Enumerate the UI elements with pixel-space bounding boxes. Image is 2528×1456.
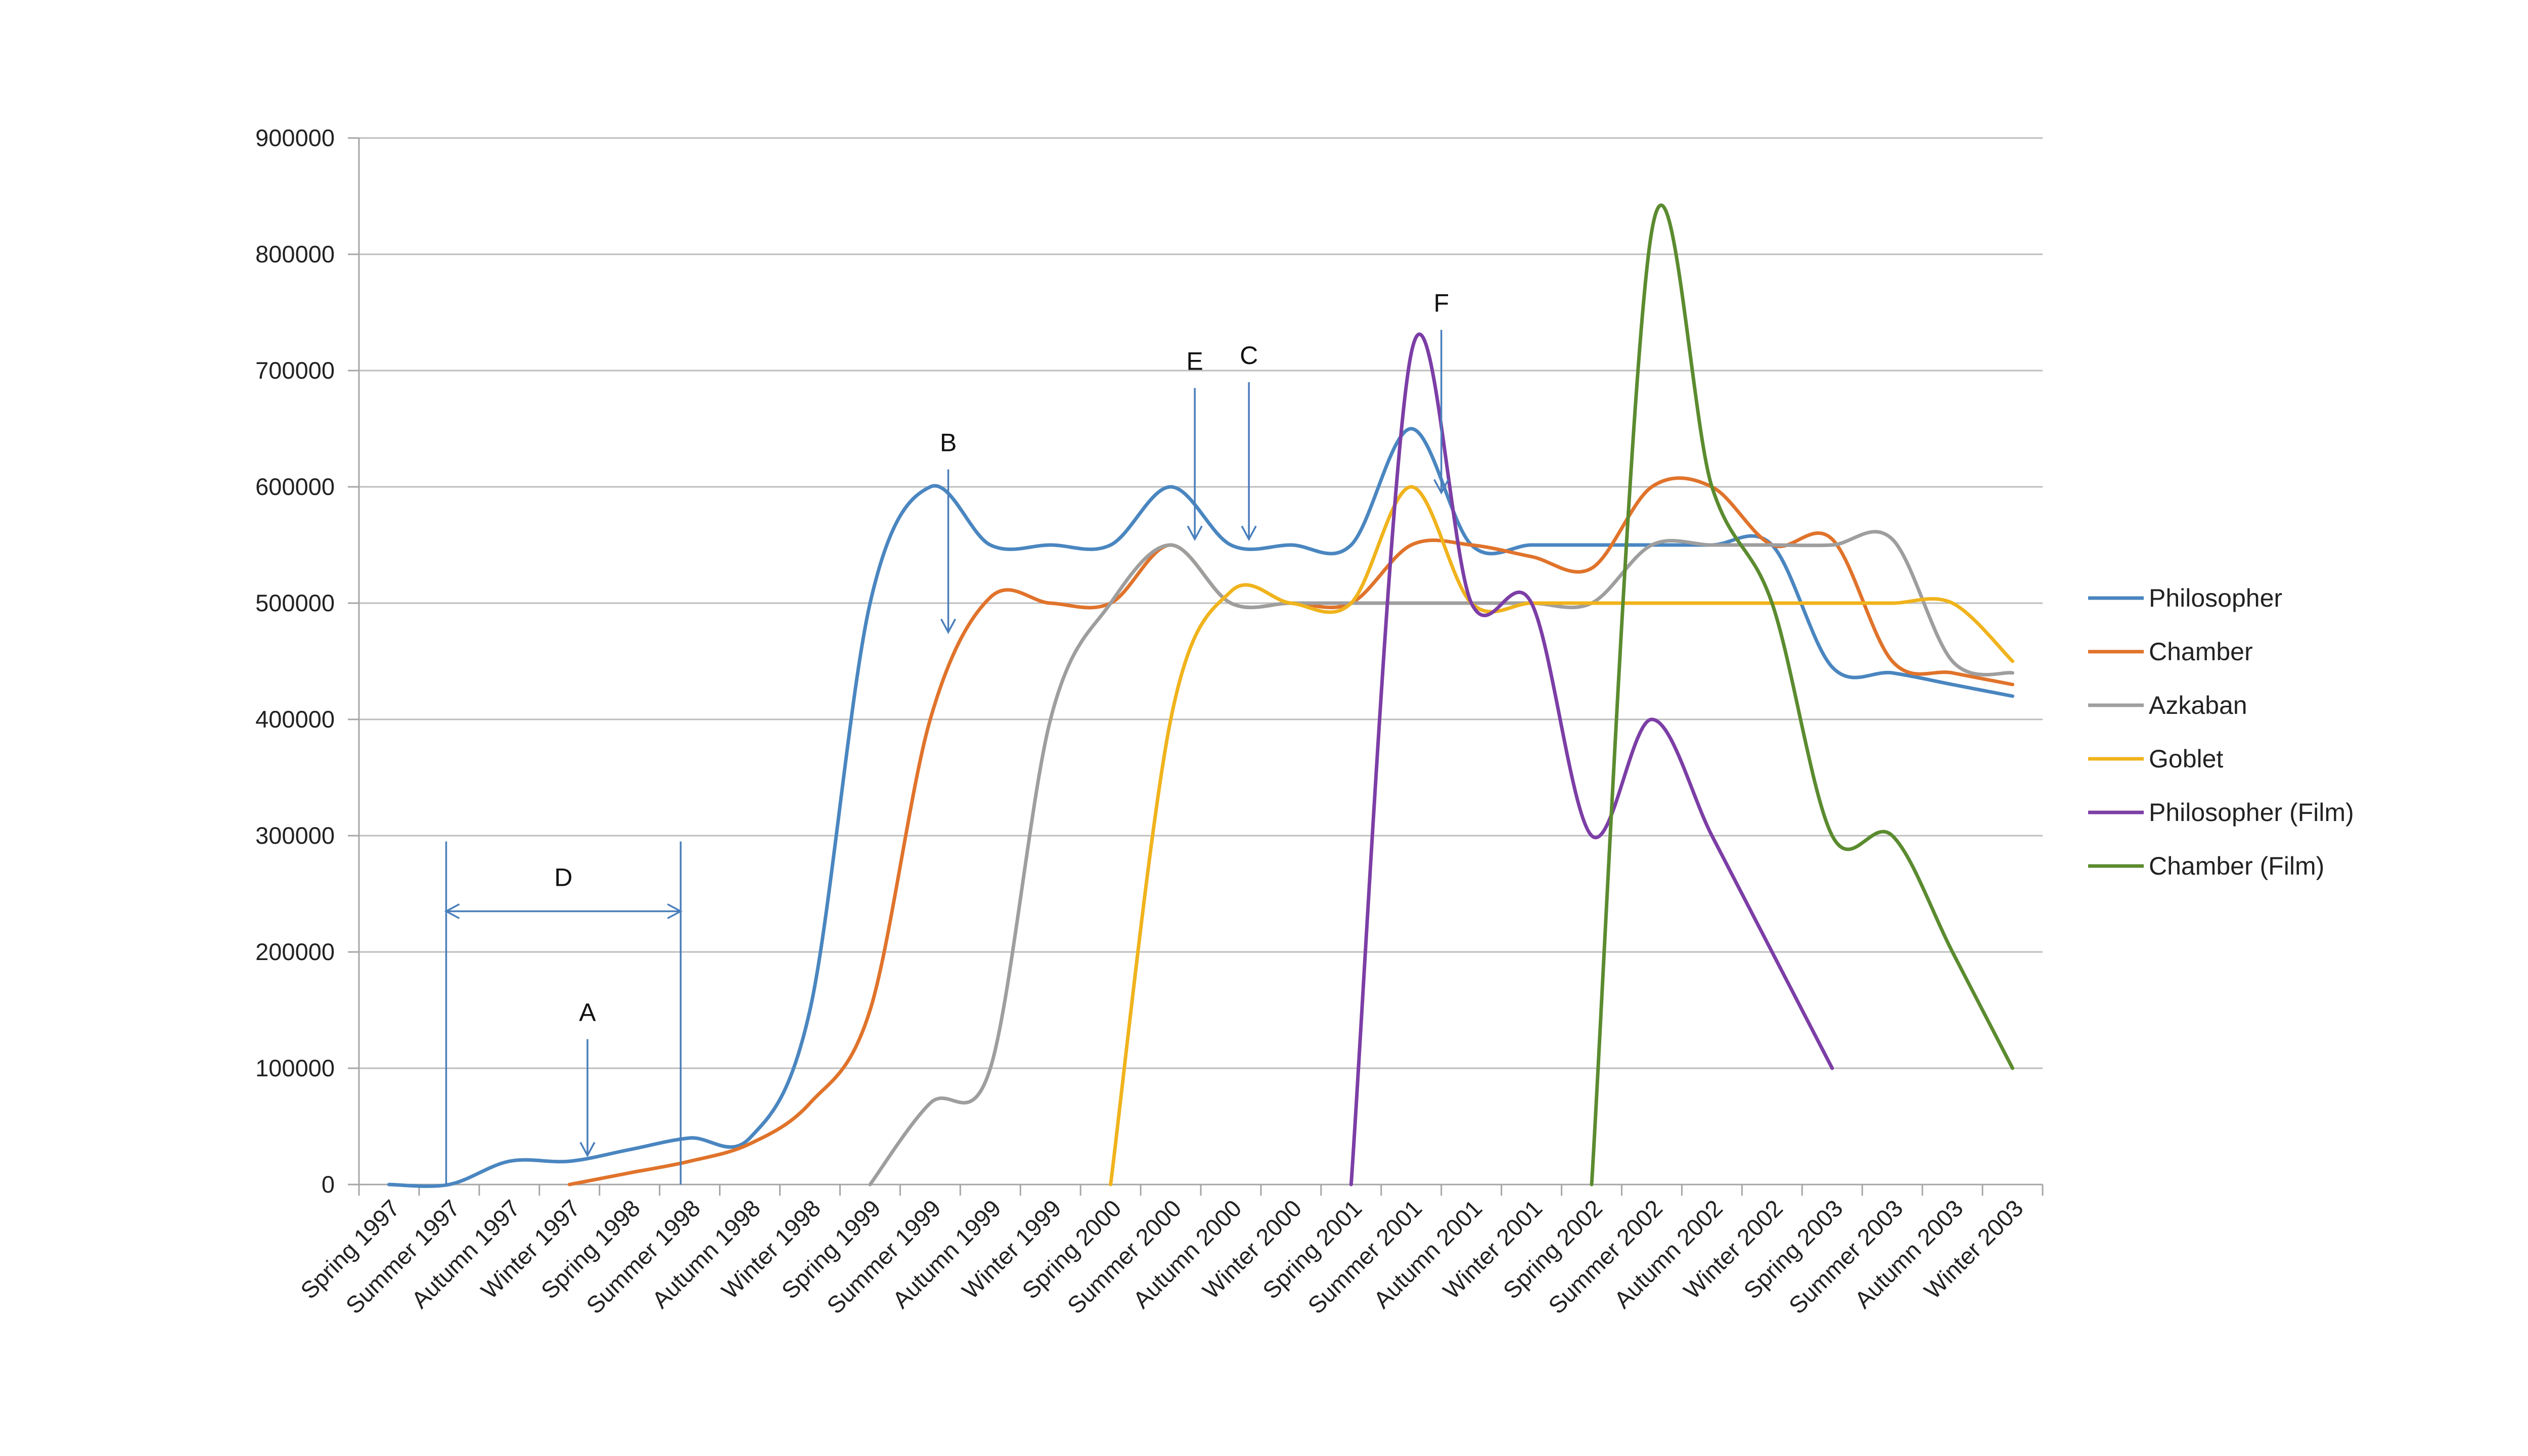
annotations: A B C D E F (444, 289, 1450, 1185)
series-line-azkaban (868, 530, 2015, 1187)
y-tick-label-100000: 100000 (255, 1055, 335, 1081)
y-tick-label-600000: 600000 (255, 473, 335, 500)
series-line-chamber-film (1590, 203, 2015, 1187)
annotation-f-label: F (1433, 289, 1449, 317)
annotation-a-label: A (579, 998, 596, 1027)
annotation-e-arrow-head (1187, 525, 1203, 541)
y-tick-label-300000: 300000 (255, 822, 335, 849)
y-tick-label-0: 0 (322, 1171, 335, 1198)
gridlines (359, 137, 2043, 1069)
y-tick-label-400000: 400000 (255, 706, 335, 733)
annotation-c-arrow-head (1241, 525, 1257, 541)
y-tick-label-800000: 800000 (255, 241, 335, 267)
legend-label-goblet: Goblet (2149, 745, 2223, 773)
series-line-philosopher (387, 427, 2015, 1188)
legend-label-azkaban: Azkaban (2149, 691, 2247, 719)
y-tick-label-900000: 900000 (255, 124, 335, 151)
data-series (387, 203, 2015, 1188)
axes (348, 137, 2044, 1196)
legend-label-philosopher-film: Philosopher (Film) (2149, 798, 2354, 827)
y-tick-label-200000: 200000 (255, 938, 335, 965)
annotation-d-right-head (667, 903, 683, 920)
annotation-d-label: D (554, 863, 572, 892)
y-tick-label-700000: 700000 (255, 357, 335, 384)
series-line-philosopher-film (1349, 332, 1834, 1187)
annotation-f-arrow-head (1433, 479, 1450, 495)
y-axis-tick-labels: 0 100000 200000 300000 400000 500000 600000 700… (255, 124, 335, 1198)
legend-label-philosopher: Philosopher (2149, 584, 2282, 612)
annotation-b-arrow-head (940, 618, 957, 634)
legend-label-chamber: Chamber (2149, 638, 2253, 666)
legend-label-chamber-film: Chamber (Film) (2149, 852, 2324, 880)
legend: Philosopher Chamber Azkaban Goblet Philosoph… (2088, 584, 2354, 880)
annotation-d-left-head (444, 903, 460, 920)
annotation-b-label: B (940, 429, 957, 457)
annotation-c-label: C (1240, 341, 1258, 370)
y-tick-label-500000: 500000 (255, 589, 335, 616)
annotation-e-label: E (1186, 347, 1203, 376)
annotation-a-arrow-head (579, 1142, 596, 1158)
